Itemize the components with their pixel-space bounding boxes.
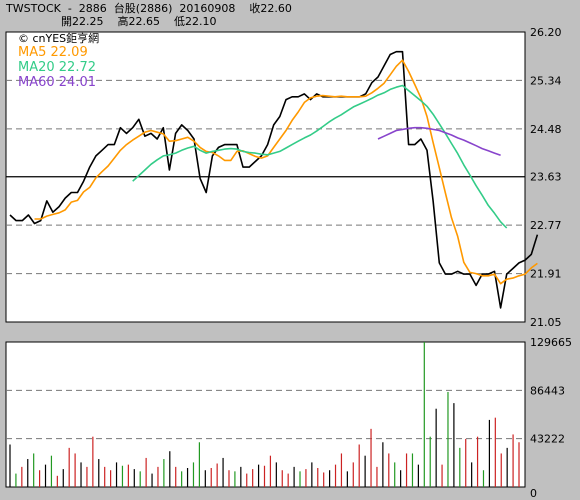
- legend-ma20: MA20 22.72: [18, 60, 96, 75]
- price-line: [9, 50, 539, 309]
- volume-plot-area: [5, 341, 526, 488]
- header-line-1: TWSTOCK - 2886 台股(2886) 20160908 收22.60: [6, 2, 292, 15]
- price-ytick-label: 21.05: [530, 316, 562, 329]
- volume-ytick-label: 86443: [530, 384, 565, 397]
- price-ytick-label: 24.48: [530, 123, 562, 136]
- price-ytick-label: 25.34: [530, 74, 562, 87]
- volume-ytick-label: 0: [530, 487, 537, 500]
- header-line-2: 開22.25 高22.65 低22.10: [61, 15, 217, 28]
- volume-ytick-label: 43222: [530, 433, 565, 446]
- copyright-label: © cnYES鉅亨網: [18, 32, 100, 45]
- ma60-line: [377, 126, 501, 157]
- legend-ma5: MA5 22.09: [18, 45, 88, 60]
- legend-ma60: MA60 24.01: [18, 75, 96, 90]
- price-ytick-label: 21.91: [530, 268, 562, 281]
- price-ytick-label: 22.77: [530, 219, 562, 232]
- ma5-line: [34, 59, 538, 285]
- price-ytick-label: 26.20: [530, 26, 562, 39]
- volume-ytick-label: 129665: [530, 336, 572, 349]
- price-ytick-label: 23.63: [530, 171, 562, 184]
